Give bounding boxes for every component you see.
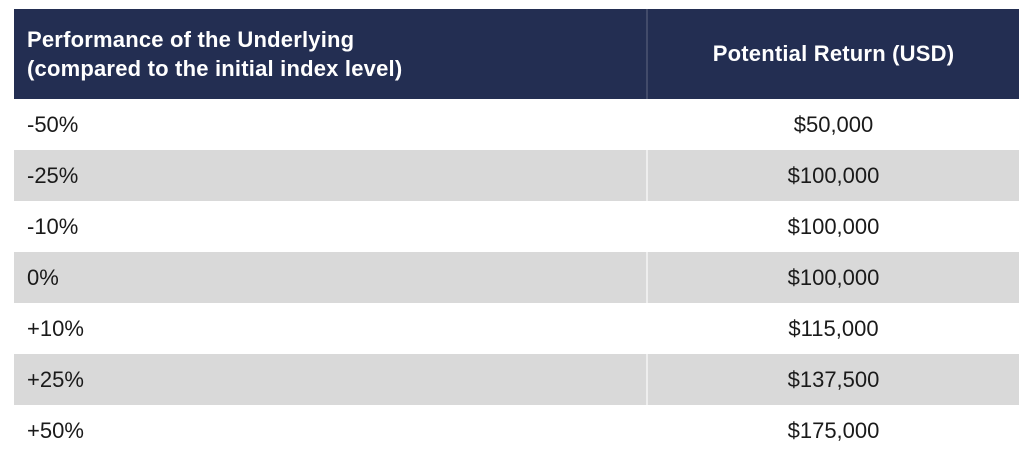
performance-cell: +50% [14, 405, 647, 455]
potential-return-cell: $137,500 [646, 354, 1019, 405]
header-potential-return-cell: Potential Return (USD) [646, 9, 1019, 99]
potential-return-cell: $100,000 [646, 252, 1019, 303]
table-row: -10% $100,000 [14, 201, 1019, 252]
performance-cell: -25% [14, 150, 647, 201]
potential-return-cell: $175,000 [646, 405, 1019, 455]
potential-return-cell: $100,000 [646, 150, 1019, 201]
performance-cell: -50% [14, 99, 647, 150]
table-header-row: Performance of the Underlying (compared … [14, 9, 1019, 99]
performance-cell: -10% [14, 201, 647, 252]
performance-cell: +25% [14, 354, 647, 405]
potential-return-cell: $100,000 [646, 201, 1019, 252]
table-row: +10% $115,000 [14, 303, 1019, 354]
potential-return-cell: $50,000 [646, 99, 1019, 150]
potential-return-table: Performance of the Underlying (compared … [14, 9, 1019, 455]
performance-cell: +10% [14, 303, 647, 354]
performance-cell: 0% [14, 252, 647, 303]
table-row: -25% $100,000 [14, 150, 1019, 201]
potential-return-cell: $115,000 [646, 303, 1019, 354]
table-row: -50% $50,000 [14, 99, 1019, 150]
header-performance-line1: Performance of the Underlying [27, 27, 355, 52]
table-row: +25% $137,500 [14, 354, 1019, 405]
table-row: +50% $175,000 [14, 405, 1019, 455]
table-row: 0% $100,000 [14, 252, 1019, 303]
header-performance-line2: (compared to the initial index level) [27, 56, 403, 81]
header-performance-cell: Performance of the Underlying (compared … [14, 9, 647, 99]
